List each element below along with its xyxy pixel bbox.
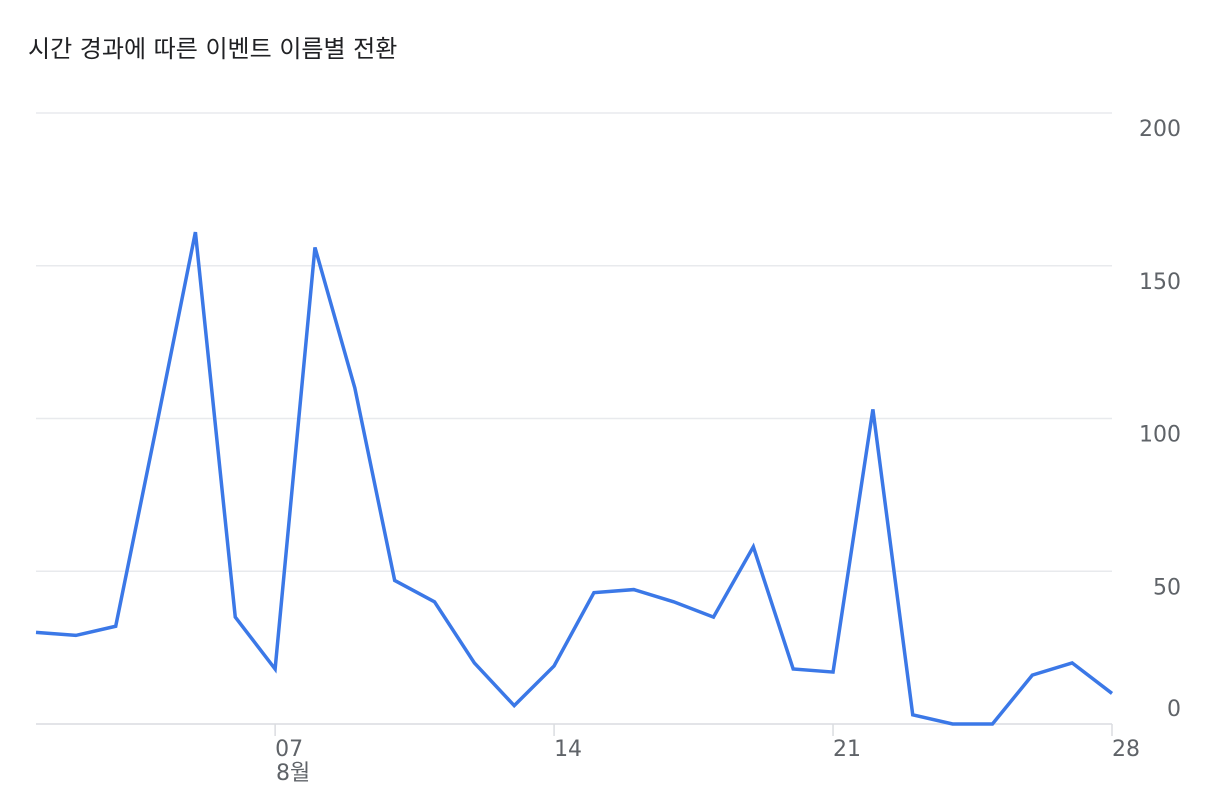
y-tick-label: 100: [1139, 423, 1181, 448]
data-line: [35, 231, 1114, 726]
x-tick-label: 21: [833, 737, 861, 762]
y-tick-label: 50: [1153, 575, 1181, 600]
x-tick-label: 07: [275, 737, 303, 762]
y-tick-label: 200: [1139, 117, 1181, 142]
x-tick-label: 28: [1112, 737, 1140, 762]
y-tick-label: 150: [1139, 270, 1181, 295]
x-tick-label: 14: [554, 737, 582, 762]
month-label: 8월: [276, 761, 310, 786]
y-tick-label: 0: [1167, 697, 1181, 722]
chart-title: 시간 경과에 따른 이벤트 이름별 전환: [28, 35, 397, 63]
